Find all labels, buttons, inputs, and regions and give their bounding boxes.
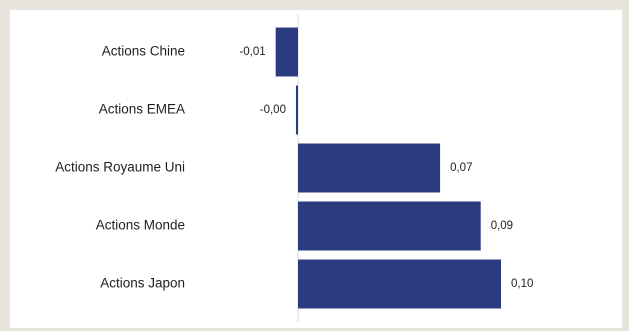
value-label-actions-emea: -0,00 (260, 104, 286, 116)
value-label-actions-japon: 0,10 (511, 278, 533, 290)
bar-actions-monde (298, 201, 481, 251)
value-labels-group: -0,01 -0,00 0,07 0,09 0,10 (239, 46, 533, 290)
category-label-actions-japon: Actions Japon (100, 276, 185, 291)
chart-panel: Actions Chine Actions EMEA Actions Royaume… (10, 10, 622, 328)
bar-actions-emea (295, 85, 298, 135)
bar-actions-chine (275, 27, 298, 77)
value-label-actions-royaume-uni: 0,07 (450, 162, 472, 174)
bars-group (275, 27, 501, 309)
horizontal-bar-chart: Actions Chine Actions EMEA Actions Royaume… (55, 14, 533, 322)
category-label-actions-monde: Actions Monde (96, 218, 185, 233)
value-label-actions-monde: 0,09 (491, 220, 513, 232)
bar-actions-japon (298, 259, 501, 309)
bar-actions-royaume-uni (298, 143, 441, 193)
category-label-actions-chine: Actions Chine (102, 44, 185, 59)
category-label-actions-emea: Actions EMEA (99, 102, 185, 117)
category-labels-group: Actions Chine Actions EMEA Actions Royaume… (55, 44, 185, 291)
value-label-actions-chine: -0,01 (239, 46, 265, 58)
category-label-actions-royaume-uni: Actions Royaume Uni (55, 160, 185, 175)
